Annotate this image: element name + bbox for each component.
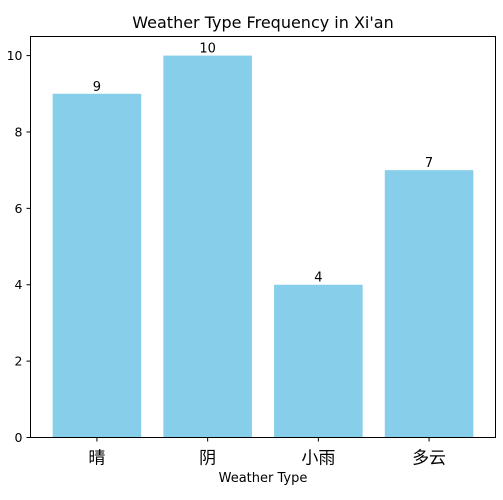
- x-axis-label: Weather Type: [219, 471, 308, 486]
- plot-frame: [30, 36, 496, 438]
- bars-layer: [52, 55, 474, 438]
- bar-value-label: 4: [314, 271, 322, 286]
- bar: [163, 55, 252, 438]
- x-tick-label: 晴: [88, 449, 105, 469]
- y-tick-label: 8: [15, 124, 23, 139]
- y-axis: 0 2 4 6 8 10: [7, 48, 31, 445]
- bar: [274, 284, 363, 438]
- x-axis: 晴 阴 小雨 多云: [88, 437, 446, 469]
- bar: [384, 170, 474, 438]
- chart-title: Weather Type Frequency in Xi'an: [132, 13, 393, 32]
- x-tick-label: 阴: [199, 449, 216, 469]
- y-tick-label: 10: [7, 48, 23, 63]
- x-tick-label: 小雨: [301, 449, 335, 469]
- y-tick-label: 4: [15, 277, 23, 292]
- bar-value-label: 9: [93, 80, 101, 95]
- y-tick-label: 2: [15, 354, 23, 369]
- bar: [52, 93, 142, 438]
- bar-value-label: 7: [425, 156, 433, 171]
- x-tick-label: 多云: [412, 449, 446, 469]
- y-tick-label: 6: [15, 201, 23, 216]
- y-tick-label: 0: [15, 430, 23, 445]
- bar-labels-layer: 9 10 4 7: [93, 42, 433, 286]
- bar-value-label: 10: [199, 42, 216, 57]
